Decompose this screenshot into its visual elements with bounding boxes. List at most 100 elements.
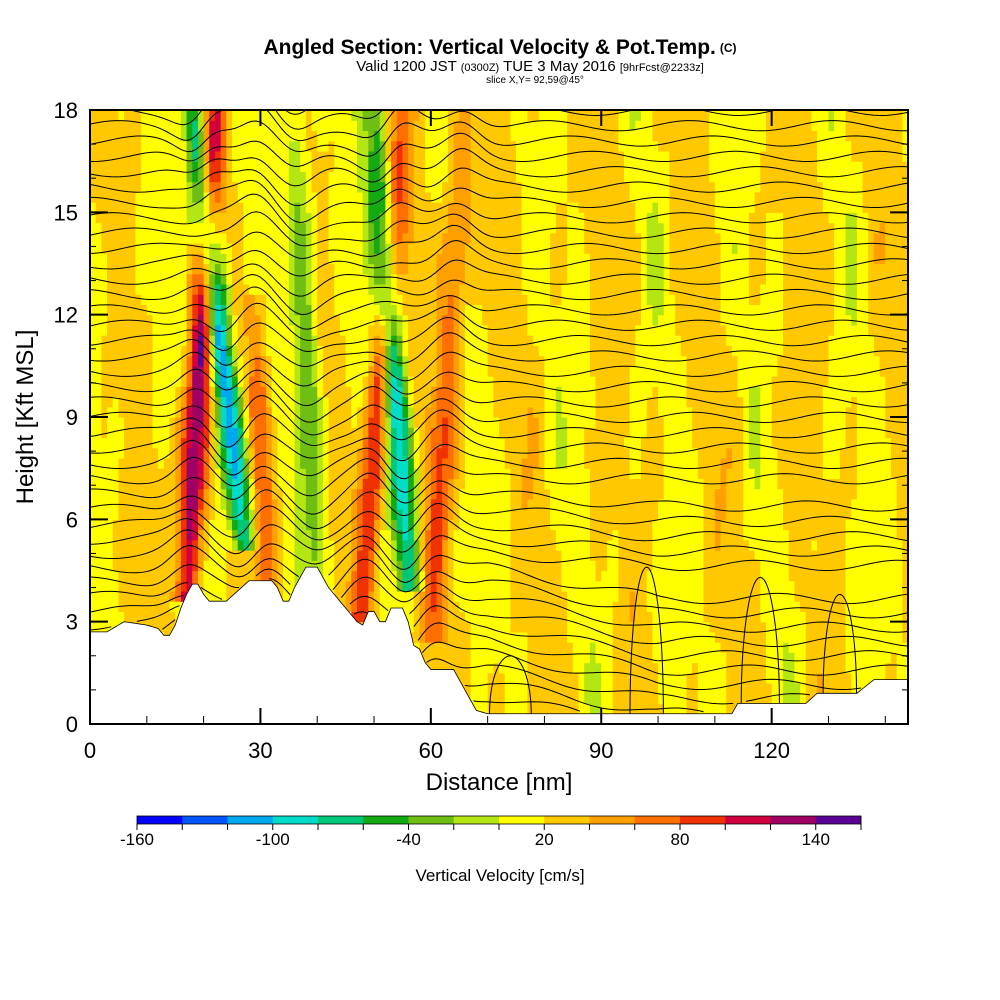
velocity-cell bbox=[141, 427, 148, 439]
velocity-cell bbox=[203, 130, 210, 142]
velocity-cell bbox=[612, 437, 619, 449]
velocity-cell bbox=[476, 509, 483, 520]
velocity-cell bbox=[447, 191, 455, 203]
velocity-cell bbox=[209, 202, 216, 213]
velocity-cell bbox=[175, 232, 182, 244]
velocity-cell bbox=[180, 509, 188, 520]
velocity-cell bbox=[419, 601, 426, 613]
velocity-cell bbox=[413, 406, 421, 418]
velocity-cell bbox=[243, 110, 250, 121]
velocity-cell bbox=[584, 365, 591, 377]
velocity-cell bbox=[493, 693, 500, 705]
velocity-cell bbox=[453, 120, 460, 132]
velocity-cell bbox=[322, 263, 330, 275]
velocity-cell bbox=[175, 365, 182, 377]
velocity-cell bbox=[447, 232, 455, 244]
velocity-cell bbox=[578, 212, 585, 224]
velocity-cell bbox=[493, 191, 500, 203]
velocity-cell bbox=[499, 130, 506, 142]
velocity-cell bbox=[192, 498, 199, 510]
velocity-cell bbox=[214, 161, 222, 172]
velocity-cell bbox=[606, 120, 614, 132]
velocity-cell bbox=[572, 570, 580, 582]
velocity-cell bbox=[203, 417, 210, 428]
velocity-cell bbox=[510, 161, 517, 172]
velocity-cell bbox=[567, 150, 574, 162]
velocity-cell bbox=[550, 386, 557, 398]
velocity-cell bbox=[425, 539, 432, 551]
velocity-cell bbox=[425, 171, 432, 183]
velocity-cell bbox=[203, 222, 210, 234]
velocity-cell bbox=[379, 376, 386, 387]
velocity-cell bbox=[499, 539, 506, 551]
velocity-cell bbox=[385, 294, 392, 306]
velocity-cell bbox=[601, 324, 608, 336]
velocity-cell bbox=[339, 273, 347, 285]
velocity-cell bbox=[510, 263, 517, 275]
velocity-cell bbox=[334, 447, 341, 459]
velocity-cell bbox=[146, 130, 154, 142]
velocity-cell bbox=[408, 212, 415, 224]
velocity-cell bbox=[606, 509, 614, 520]
velocity-cell bbox=[254, 171, 262, 183]
velocity-cell bbox=[152, 212, 159, 224]
velocity-cell bbox=[419, 386, 426, 398]
velocity-cell bbox=[317, 273, 324, 285]
velocity-cell bbox=[408, 580, 415, 592]
velocity-cell bbox=[232, 345, 239, 357]
velocity-cell bbox=[243, 498, 250, 510]
velocity-cell bbox=[481, 140, 489, 152]
velocity-cell bbox=[90, 324, 97, 336]
velocity-cell bbox=[510, 222, 517, 234]
velocity-cell bbox=[328, 324, 335, 336]
velocity-cell bbox=[277, 376, 284, 387]
velocity-cell bbox=[391, 294, 398, 306]
velocity-cell bbox=[504, 232, 511, 244]
velocity-cell bbox=[203, 406, 210, 418]
velocity-cell bbox=[260, 376, 267, 387]
velocity-cell bbox=[447, 222, 455, 234]
velocity-cell bbox=[442, 447, 449, 459]
velocity-cell bbox=[163, 427, 171, 439]
velocity-cell bbox=[544, 550, 551, 561]
velocity-cell bbox=[209, 324, 216, 336]
velocity-cell bbox=[300, 539, 307, 551]
velocity-cell bbox=[101, 468, 108, 479]
velocity-cell bbox=[124, 457, 131, 469]
velocity-cell bbox=[146, 519, 154, 531]
velocity-cell bbox=[203, 253, 210, 265]
velocity-cell bbox=[101, 376, 108, 387]
velocity-cell bbox=[436, 427, 443, 439]
velocity-cell bbox=[481, 273, 489, 285]
velocity-cell bbox=[237, 396, 244, 408]
velocity-cell bbox=[476, 355, 483, 367]
velocity-cell bbox=[374, 437, 381, 449]
velocity-cell bbox=[385, 447, 392, 459]
velocity-cell bbox=[521, 437, 528, 449]
velocity-cell bbox=[317, 120, 324, 132]
velocity-cell bbox=[504, 509, 511, 520]
velocity-cell bbox=[476, 590, 483, 602]
velocity-cell bbox=[493, 294, 500, 306]
velocity-cell bbox=[413, 417, 421, 428]
velocity-cell bbox=[612, 130, 619, 142]
velocity-cell bbox=[95, 550, 102, 561]
velocity-cell bbox=[510, 355, 517, 367]
velocity-cell bbox=[464, 539, 472, 551]
velocity-cell bbox=[436, 447, 443, 459]
velocity-cell bbox=[158, 222, 165, 234]
velocity-cell bbox=[266, 478, 273, 490]
velocity-cell bbox=[567, 202, 574, 213]
velocity-cell bbox=[305, 324, 313, 336]
velocity-cell bbox=[186, 304, 193, 316]
velocity-cell bbox=[493, 570, 500, 582]
velocity-cell bbox=[152, 222, 159, 234]
velocity-cell bbox=[408, 406, 415, 418]
velocity-cell bbox=[129, 191, 137, 203]
velocity-cell bbox=[544, 672, 551, 684]
velocity-cell bbox=[629, 672, 636, 684]
velocity-cell bbox=[572, 232, 580, 244]
velocity-cell bbox=[226, 150, 233, 162]
velocity-cell bbox=[226, 335, 233, 346]
velocity-cell bbox=[197, 253, 205, 265]
